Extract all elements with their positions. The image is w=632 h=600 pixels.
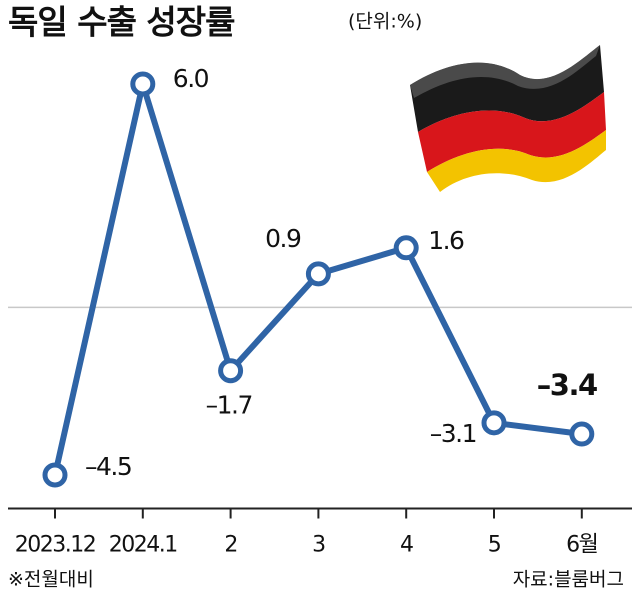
value-label: 6.0 bbox=[173, 64, 209, 93]
point bbox=[305, 261, 331, 287]
x-tick-label: 4 bbox=[400, 533, 413, 558]
value-label: 1.6 bbox=[428, 226, 464, 255]
x-tick-label: 2024.1 bbox=[109, 533, 177, 558]
x-tick-label: 6월 bbox=[566, 533, 597, 558]
unit-label: (단위:%) bbox=[348, 11, 422, 33]
point bbox=[393, 235, 419, 261]
point bbox=[481, 410, 507, 436]
point bbox=[130, 71, 156, 97]
point bbox=[218, 358, 244, 384]
x-tick-label: 5 bbox=[488, 533, 501, 558]
x-tick-label: 2023.12 bbox=[15, 533, 95, 558]
source: 자료:블룸버그 bbox=[513, 569, 624, 591]
footnote: ※전월대비 bbox=[8, 569, 94, 591]
chart-title: 독일 수출 성장률 bbox=[8, 3, 235, 42]
x-tick-label: 3 bbox=[312, 533, 325, 558]
point bbox=[42, 462, 68, 488]
value-label: –3.4 bbox=[537, 368, 597, 402]
point bbox=[569, 421, 595, 447]
value-label: –1.7 bbox=[206, 391, 252, 420]
value-label: 0.9 bbox=[265, 224, 301, 253]
flag-illustration bbox=[410, 45, 606, 192]
value-label: –3.1 bbox=[430, 419, 476, 448]
value-label: –4.5 bbox=[85, 452, 131, 481]
x-tick-label: 2 bbox=[224, 533, 237, 558]
